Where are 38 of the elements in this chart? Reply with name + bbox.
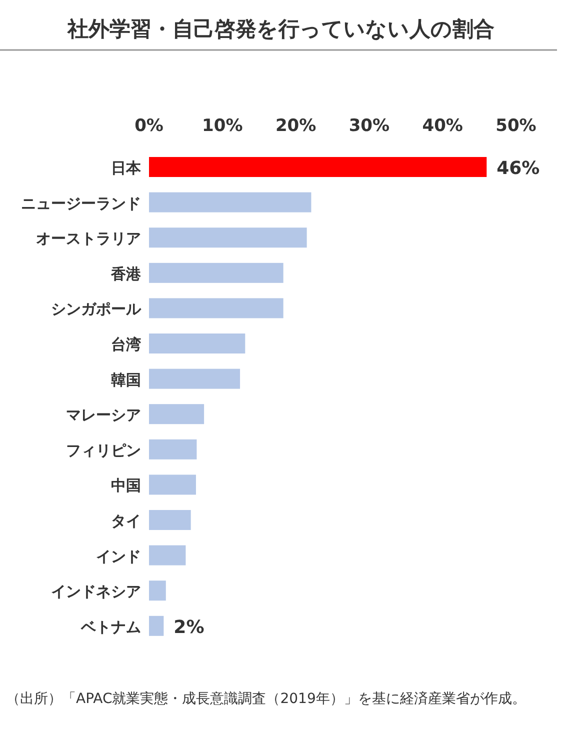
- bar: [149, 157, 487, 177]
- bar: [149, 334, 246, 354]
- bar: [149, 228, 307, 248]
- y-tick-label: タイ: [111, 512, 141, 530]
- data-label: 2%: [174, 616, 204, 638]
- x-tick-label: 30%: [348, 116, 390, 136]
- y-tick-label: インドネシア: [51, 582, 141, 601]
- x-tick-label: 50%: [496, 116, 536, 136]
- bar: [149, 368, 240, 389]
- y-tick-label: 香港: [110, 264, 142, 283]
- bar: [149, 262, 284, 283]
- chart-title: 社外学習・自己啓発を行っていない人の割合: [66, 17, 494, 41]
- y-tick-label: 日本: [111, 159, 142, 177]
- bar: [149, 298, 284, 318]
- bar: [149, 545, 186, 566]
- x-tick-label: 40%: [422, 116, 463, 136]
- y-tick-label: インド: [96, 547, 141, 566]
- y-tick-label: 韓国: [111, 370, 141, 389]
- y-tick-label: オーストラリア: [36, 230, 141, 248]
- y-tick-label: フィリピン: [66, 441, 141, 460]
- bar: [149, 616, 164, 636]
- x-tick-label: 10%: [202, 116, 243, 136]
- y-tick-label: ニュージーランド: [21, 194, 141, 212]
- bar: [149, 404, 204, 424]
- bar: [149, 439, 197, 460]
- data-label: 46%: [496, 158, 540, 179]
- x-tick-label: 20%: [275, 116, 316, 136]
- y-tick-label: ベトナム: [80, 618, 141, 636]
- bar: [149, 192, 312, 212]
- y-tick-label: 台湾: [111, 336, 141, 354]
- text: （出所）「APAC就業実態・成長意識調査（2019年）」を基に経済産業省が作成。: [6, 690, 527, 708]
- x-tick-label: 0%: [134, 116, 164, 136]
- y-tick-label: シンガポール: [51, 300, 142, 318]
- bar: [149, 474, 196, 495]
- bar: [149, 510, 191, 530]
- bar: [149, 580, 166, 601]
- y-tick-label: マレーシア: [66, 406, 141, 424]
- y-tick-label: 中国: [111, 476, 141, 495]
